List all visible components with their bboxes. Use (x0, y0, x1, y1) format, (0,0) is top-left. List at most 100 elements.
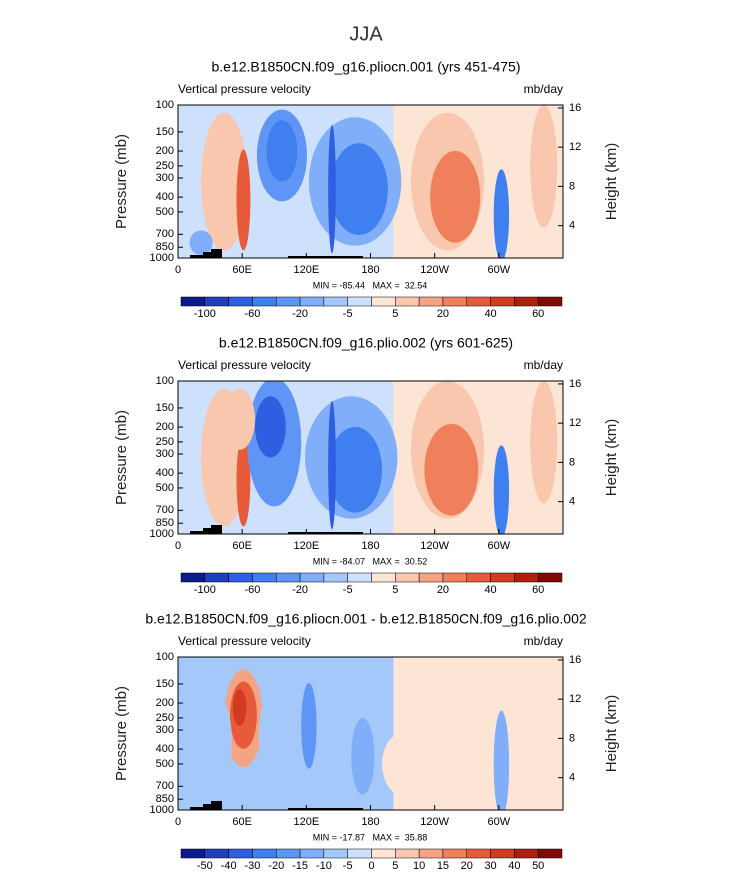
x-tick-label: 60W (488, 540, 511, 552)
colorbar-box (418, 848, 444, 859)
y2-tick-label: 4 (569, 496, 575, 508)
y-tick-label: 500 (156, 206, 174, 218)
stats: MIN = -85.44 MAX = 32.54 (313, 280, 428, 290)
colorbar-box (347, 572, 372, 583)
colorbar-box (537, 848, 563, 859)
colorbar-box (276, 572, 301, 583)
colorbar-box (252, 572, 277, 583)
panel-units: mb/day (524, 82, 563, 96)
colorbar-box (252, 848, 277, 859)
colorbar-box (514, 572, 539, 583)
y-tick-label: 100 (156, 99, 174, 111)
colorbar-box (490, 296, 515, 307)
colorbar-box (466, 572, 491, 583)
y-tick-label: 250 (156, 712, 174, 724)
colorbar-label: 20 (461, 860, 473, 872)
contour-region (301, 683, 317, 769)
colorbar-box (299, 848, 325, 859)
colorbar-box (537, 296, 563, 307)
colorbar-label: -15 (292, 860, 308, 872)
y-tick-label: 300 (156, 448, 174, 460)
y-tick-label: 1000 (150, 252, 174, 264)
y-tick-label: 200 (156, 421, 174, 433)
y-tick-label: 400 (156, 191, 174, 203)
colorbar-label: 40 (508, 860, 520, 872)
x-tick-label: 180 (361, 264, 379, 276)
contour-region (258, 687, 298, 780)
panel-title: b.e12.B1850CN.f09_g16.plio.002 (yrs 601-… (219, 335, 513, 351)
y2-tick-label: 16 (569, 654, 581, 666)
contour-region (255, 396, 286, 458)
y2-tick-label: 4 (569, 220, 575, 232)
colorbar-label: -100 (194, 584, 216, 596)
colorbar-box (371, 572, 396, 583)
colorbar-label: 5 (392, 308, 398, 320)
colorbar-label: 0 (368, 860, 374, 872)
contour-region (430, 150, 481, 243)
y2-tick-label: 16 (569, 378, 581, 390)
x-tick-label: 120E (293, 816, 319, 828)
x-tick-label: 60E (232, 540, 252, 552)
colorbar-box (395, 296, 420, 307)
panel-subtitle: Vertical pressure velocity (178, 82, 311, 96)
y2-tick-label: 16 (569, 102, 581, 114)
colorbar-label: 60 (532, 584, 544, 596)
contour-region (330, 143, 388, 236)
colorbar-box (490, 848, 515, 859)
x-tick-label: 60E (232, 816, 252, 828)
colorbar-label: -20 (268, 860, 284, 872)
contour-region (232, 689, 247, 726)
panel-title: b.e12.B1850CN.f09_g16.pliocn.001 - b.e12… (145, 611, 587, 627)
contour-region (328, 426, 383, 513)
y-tick-label: 300 (156, 724, 174, 736)
x-tick-label: 0 (175, 264, 181, 276)
x-tick-label: 60W (488, 816, 511, 828)
colorbar-label: -20 (292, 308, 308, 320)
colorbar-label: 20 (437, 584, 449, 596)
y2-tick-label: 4 (569, 772, 575, 784)
colorbar-box (442, 848, 467, 859)
colorbar-label: -40 (221, 860, 237, 872)
contour-region (236, 149, 251, 251)
contour-region (236, 434, 251, 527)
colorbar-box (228, 848, 253, 859)
contour-region (493, 710, 510, 810)
x-tick-label: 60W (488, 264, 511, 276)
y2-tick-label: 8 (569, 456, 575, 468)
y2-axis-label: Height (km) (603, 695, 620, 773)
panel-units: mb/day (524, 634, 563, 648)
contour-region (493, 169, 510, 258)
colorbar-box (323, 296, 348, 307)
colorbar-box (514, 848, 539, 859)
colorbar-box (418, 572, 444, 583)
colorbar-label: 60 (532, 308, 544, 320)
topography (190, 801, 363, 810)
contour-field (178, 381, 563, 534)
x-tick-label: 0 (175, 816, 181, 828)
colorbar-label: -5 (343, 308, 353, 320)
colorbar-box (299, 572, 325, 583)
colorbar-box (323, 848, 348, 859)
colorbar-label: 40 (484, 308, 496, 320)
y2-tick-label: 8 (569, 732, 575, 744)
y-tick-label: 100 (156, 375, 174, 387)
colorbar-box (204, 572, 229, 583)
y-tick-label: 200 (156, 145, 174, 157)
y2-axis-label: Height (km) (603, 419, 620, 497)
contour-region (328, 124, 336, 254)
contour-region (316, 679, 363, 788)
contour-region (424, 423, 479, 516)
y-tick-label: 100 (156, 651, 174, 663)
y-tick-label: 700 (156, 780, 174, 792)
contour-region (189, 230, 213, 255)
y2-tick-label: 8 (569, 180, 575, 192)
colorbar-box (395, 572, 420, 583)
y2-axis-label: Height (km) (603, 143, 620, 221)
y2-tick-label: 12 (569, 417, 581, 429)
panel: b.e12.B1850CN.f09_g16.plio.002 (yrs 601-… (113, 335, 620, 596)
contour-region (328, 400, 336, 530)
colorbar-box (347, 848, 372, 859)
colorbar-box (180, 296, 206, 307)
y-tick-label: 400 (156, 467, 174, 479)
stats: MIN = -17.87 MAX = 35.88 (313, 832, 428, 842)
